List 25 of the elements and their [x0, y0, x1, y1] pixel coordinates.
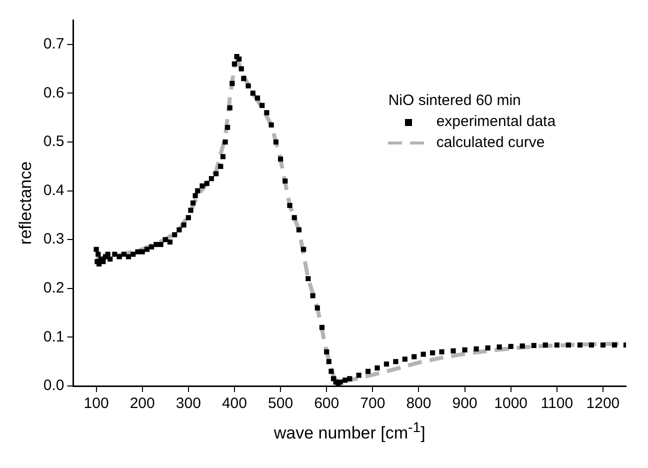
legend-title: NiO sintered 60 min	[388, 91, 522, 111]
x-tick-label: 700	[360, 395, 386, 412]
x-axis-title: wave number [cm$^{-1}$]	[272, 420, 426, 444]
x-tick-label: 600	[314, 395, 340, 412]
legend-label: experimental data	[436, 113, 556, 130]
y-axis-title: reflectance	[16, 161, 35, 245]
y-tick-label: 0.0	[43, 377, 64, 394]
x-tick-label: 900	[452, 395, 478, 412]
y-tick-label: 0.4	[43, 182, 64, 199]
y-tick-label: 0.5	[43, 133, 64, 150]
x-tick-label: 400	[222, 395, 247, 412]
x-tick-label: 200	[130, 395, 155, 412]
y-tick-label: 0.3	[43, 230, 64, 248]
x-tick-label: 800	[406, 395, 432, 412]
x-tick-label: 1100	[540, 395, 574, 412]
y-tick-label: 0.1	[43, 328, 64, 346]
x-tick-label: 500	[268, 395, 294, 412]
legend-label: calculated curve	[436, 134, 545, 151]
y-tick-label: 0.2	[43, 280, 64, 297]
x-tick-label: 1200	[586, 395, 620, 412]
y-tick-label: 0.6	[43, 84, 64, 102]
y-tick-label: 0.7	[43, 36, 64, 53]
x-tick-label: 1000	[494, 395, 528, 412]
x-tick-label: 300	[176, 395, 201, 412]
x-tick-label: 100	[84, 395, 109, 412]
